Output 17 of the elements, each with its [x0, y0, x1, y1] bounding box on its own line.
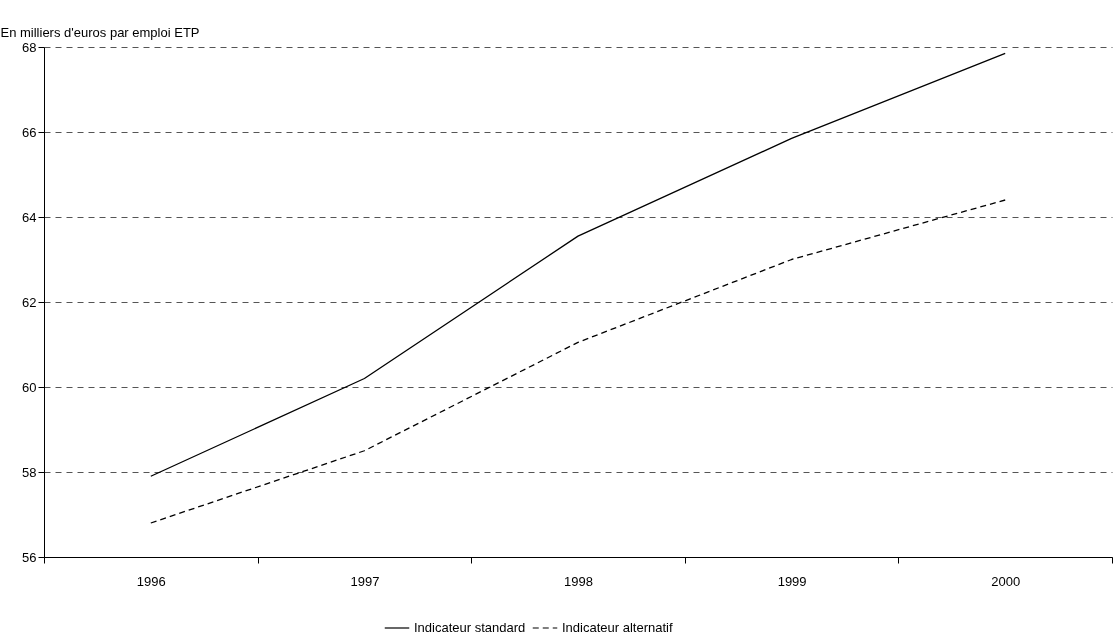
- y-tick-label: 64: [22, 209, 37, 225]
- y-axis-title: En milliers d'euros par emploi ETP: [0, 24, 200, 40]
- legend-label: Indicateur standard: [414, 620, 526, 635]
- line-series: [150, 52, 1006, 477]
- y-tick-label: 68: [22, 39, 37, 55]
- line-series: [150, 199, 1006, 524]
- legend-label: Indicateur alternatif: [562, 620, 673, 635]
- x-tick-label: 1999: [777, 573, 807, 589]
- x-tick-label: 1996: [136, 573, 166, 589]
- x-tick-label: 1998: [564, 573, 593, 589]
- x-tick-label: 1997: [350, 573, 380, 589]
- y-tick-label: 62: [22, 294, 37, 310]
- y-tick-label: 60: [22, 379, 37, 395]
- y-tick-label: 56: [22, 549, 37, 565]
- y-tick-label: 66: [22, 124, 37, 140]
- x-tick-label: 2000: [991, 573, 1021, 589]
- y-tick-label: 58: [22, 464, 37, 480]
